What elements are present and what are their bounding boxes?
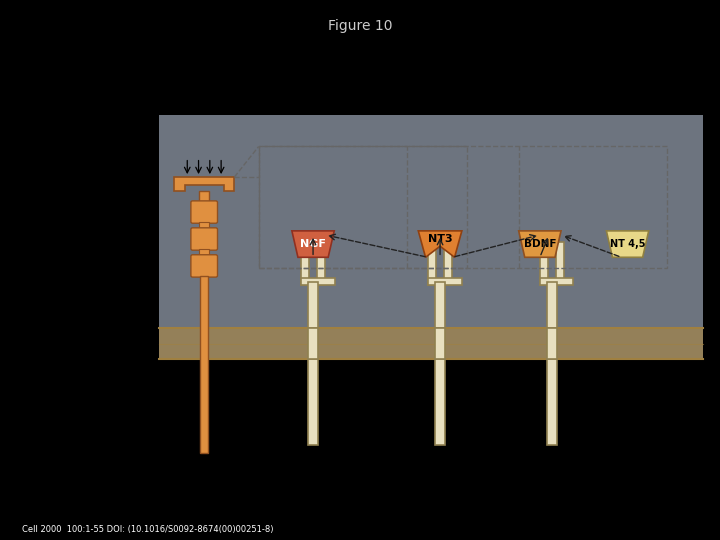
Bar [435, 359, 445, 446]
FancyBboxPatch shape [191, 255, 217, 277]
Bar [444, 242, 452, 285]
FancyBboxPatch shape [191, 228, 217, 250]
Text: NT 4,5: NT 4,5 [610, 239, 645, 249]
Text: trkB: trkB [540, 453, 564, 466]
Bar [428, 242, 436, 285]
Bar [547, 359, 557, 446]
Bar [199, 248, 209, 256]
Bar [547, 328, 557, 359]
Text: Figure 10: Figure 10 [328, 19, 392, 33]
Text: B: B [114, 62, 132, 86]
Bar [317, 242, 325, 285]
Bar [435, 328, 445, 359]
Polygon shape [418, 231, 462, 257]
Bar [547, 282, 557, 328]
Bar [199, 191, 209, 202]
Bar [556, 242, 564, 285]
Text: trkA: trkA [301, 453, 325, 466]
Bar [308, 328, 318, 359]
Bar [435, 282, 445, 328]
Polygon shape [174, 177, 235, 191]
Text: NGF: NGF [300, 239, 326, 249]
Bar [428, 278, 462, 285]
Bar [258, 146, 667, 268]
FancyBboxPatch shape [191, 201, 217, 223]
Bar [159, 115, 703, 328]
Polygon shape [606, 231, 649, 257]
Bar [540, 278, 573, 285]
Bar [199, 222, 209, 230]
Text: trkC: trkC [428, 453, 452, 466]
Polygon shape [518, 231, 561, 257]
Bar [159, 328, 703, 359]
Text: Neurotrophin receptor interactions: Neurotrophin receptor interactions [138, 82, 392, 97]
Polygon shape [292, 231, 334, 257]
Bar [200, 275, 208, 453]
Bar [308, 282, 318, 328]
Text: NT3: NT3 [428, 234, 452, 244]
Bar [301, 242, 309, 285]
Bar [540, 242, 548, 285]
Bar [308, 359, 318, 446]
Text: p75$^{NTR}$: p75$^{NTR}$ [185, 461, 223, 479]
Text: BDNF: BDNF [523, 239, 556, 249]
Bar [301, 278, 335, 285]
Bar [258, 146, 467, 268]
Text: Cell 2000  100:1-55 DOI: (10.1016/S0092-8674(00)00251-8): Cell 2000 100:1-55 DOI: (10.1016/S0092-8… [22, 524, 273, 534]
